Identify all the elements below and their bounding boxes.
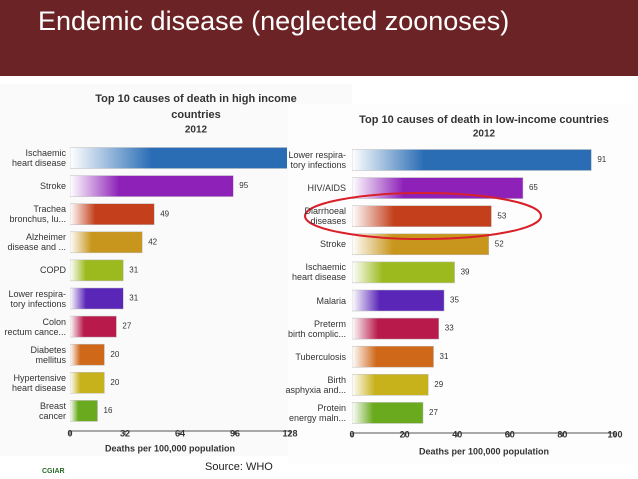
chart-title: Top 10 causes of death in low-income cou… [359,114,609,126]
bar [70,147,287,169]
value-label: 52 [495,239,504,248]
plot [352,149,592,424]
bar [70,259,124,282]
category-label: Diarrhoeal diseases [304,206,346,227]
bar [70,315,117,338]
chart-subtitle: 2012 [473,129,496,140]
category-label: Breast cancer [38,400,66,421]
x-tick-label: 20 [400,429,410,439]
value-label: 33 [445,324,454,333]
x-tick-label: 60 [505,429,515,439]
x-axis-label: Deaths per 100,000 population [419,446,549,456]
value-label: 27 [429,408,438,417]
category-label: COPD [39,265,66,276]
category-label: Protein energy maln... [288,402,346,423]
x-tick-label: 96 [230,428,240,438]
slide-title: Endemic disease (neglected zoonoses) [38,6,510,36]
x-tick-label: 40 [452,429,462,439]
category-label: Stroke [319,239,346,250]
bar [70,203,155,225]
title-line: countries [171,109,221,121]
value-label: 39 [461,268,470,277]
x-tick-label: 100 [607,429,622,439]
value-label: 20 [110,378,119,387]
bar [70,231,143,254]
category-label: Stroke [39,181,66,192]
category-label: Malaria [316,295,346,306]
bar [352,345,434,368]
value-label: 95 [239,181,248,190]
bar [70,343,105,366]
value-label: 20 [110,350,119,359]
x-tick-label: 64 [175,428,185,438]
category-label: Colon rectum cance... [4,316,66,337]
x-tick-label: 0 [349,429,354,439]
value-label: 27 [122,322,131,331]
x-tick-label: 0 [67,428,72,438]
x-tick-label: 128 [282,428,297,438]
value-label: 65 [529,183,538,192]
category-label: Ischaemic heart disease [291,262,346,283]
chart-subtitle: 2012 [185,125,208,136]
bar [70,175,234,197]
bar [352,149,592,171]
category-label: Lower respira- tory infections [8,288,66,309]
value-label: 16 [104,406,113,415]
bar [352,289,445,312]
category-label: Lower respira- tory infections [288,150,346,170]
bar [70,400,98,422]
value-label: 35 [450,296,459,305]
title-band [0,0,638,76]
category-label: Trachea bronchus, lu... [9,204,66,225]
title-line: Top 10 causes of death in high income [95,93,297,105]
logo: CGIAR [42,468,65,475]
category-label: Tuberculosis [295,351,346,362]
value-label: 31 [129,294,138,303]
bar [352,205,492,227]
bar [352,402,424,424]
plot [70,147,287,422]
bar [352,374,429,396]
x-axis-label: Deaths per 100,000 population [105,443,235,453]
category-label: Preterm birth complic... [287,318,346,339]
bar [70,372,105,394]
category-label: Birth asphyxia and... [285,374,346,395]
bar [352,317,440,340]
category-label: Ischaemic heart disease [11,148,66,168]
value-label: 42 [148,237,157,246]
value-label: 31 [129,266,138,275]
bar [352,261,455,284]
category-label: Diabetes mellitus [30,344,66,365]
value-label: 31 [440,352,449,361]
highlight-ellipse [304,192,542,240]
source: Source: WHO [205,461,273,473]
category-label: Alzheimer disease and ... [7,232,66,253]
value-label: 29 [434,380,443,389]
x-tick-label: 80 [557,429,567,439]
chart-title: Top 10 causes of death in high income cou… [95,93,297,121]
category-label: HIV/AIDS [307,183,346,194]
bar [70,287,124,310]
x-tick-label: 32 [120,428,130,438]
value-label: 49 [160,209,169,218]
category-label: Hypertensive heart disease [11,372,66,393]
value-label: 53 [497,211,506,220]
value-label: 91 [597,155,606,164]
